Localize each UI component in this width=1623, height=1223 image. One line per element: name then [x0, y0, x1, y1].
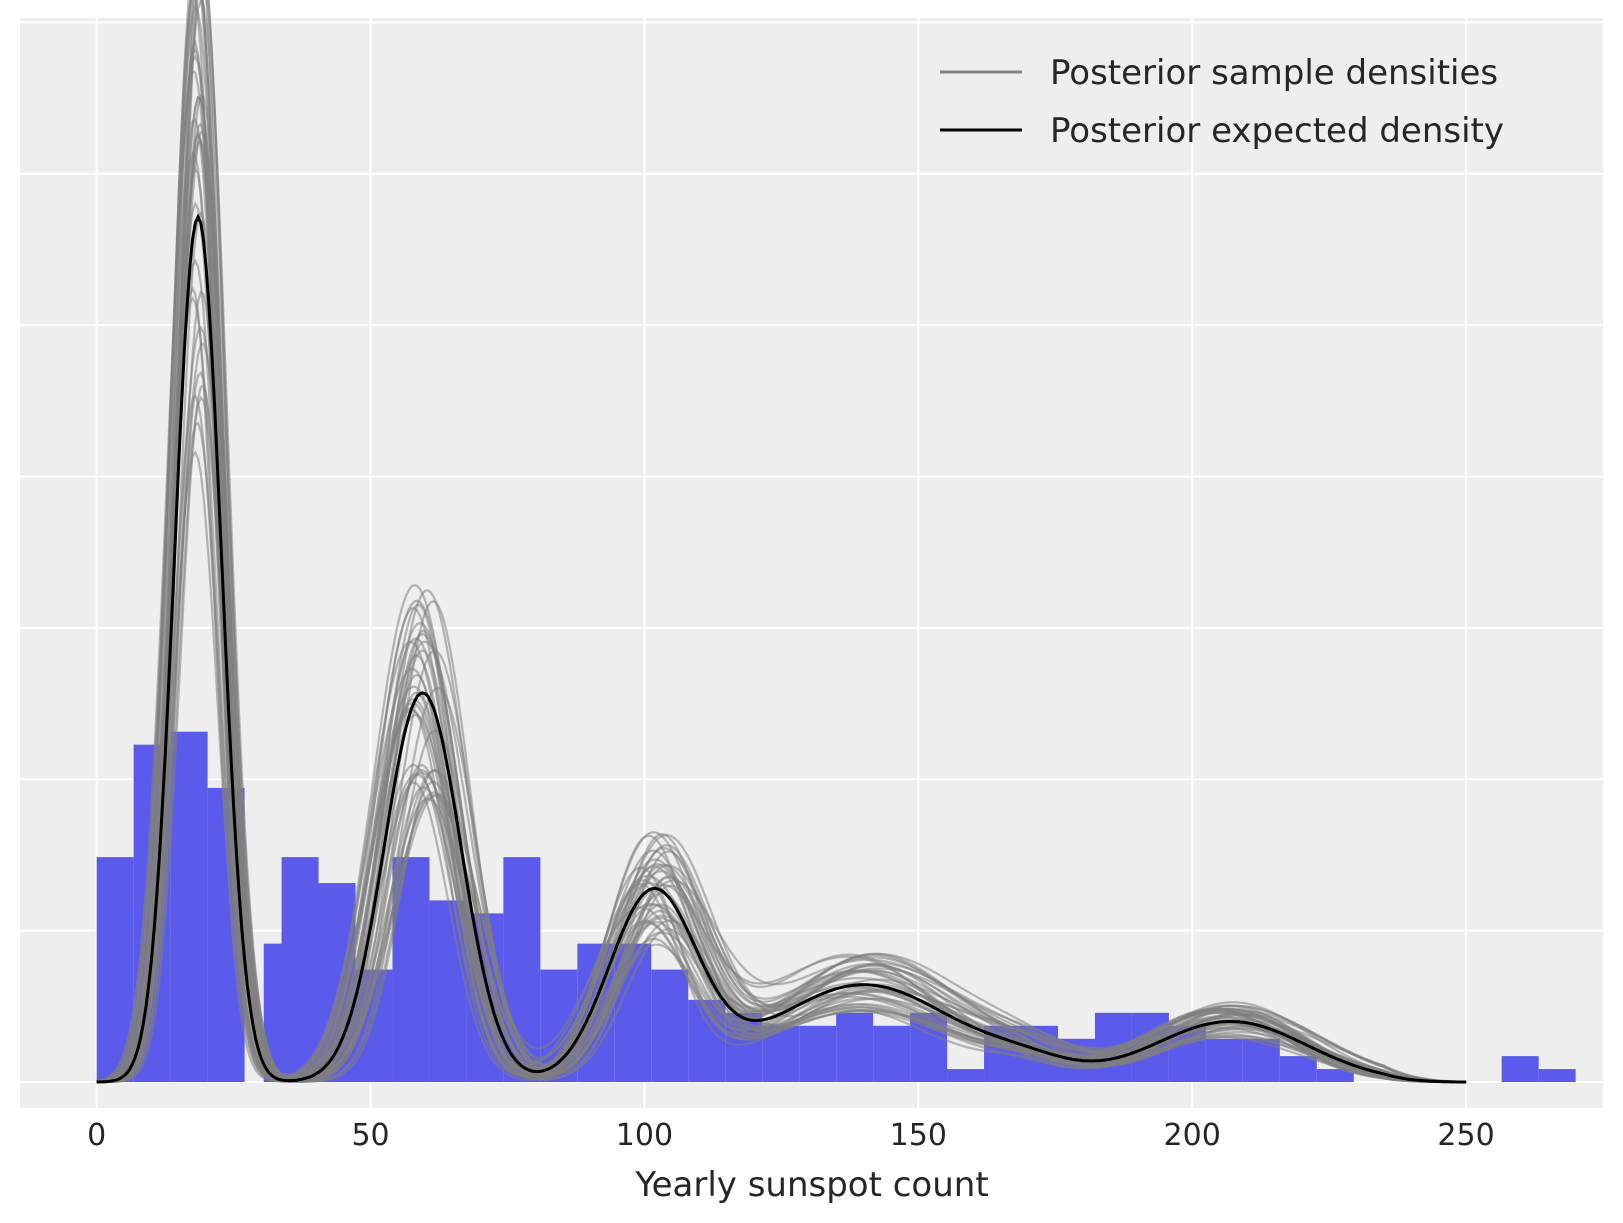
histogram-bar: [1316, 1069, 1354, 1083]
legend: Posterior sample densities Posterior exp…: [940, 53, 1504, 151]
x-tick-label: 250: [1437, 1118, 1494, 1153]
histogram-bar: [1501, 1056, 1539, 1083]
histogram-bar: [651, 969, 689, 1083]
histogram-bar: [1205, 1038, 1243, 1083]
x-tick-label: 0: [87, 1118, 106, 1153]
sample-density-line: [96, 201, 1467, 1084]
histogram-bar: [873, 1025, 911, 1083]
x-tick-label: 100: [616, 1118, 673, 1153]
histogram-bar: [799, 1025, 837, 1083]
sample-density-line: [96, 0, 1467, 1084]
sample-density-line: [96, 130, 1467, 1084]
x-tick-label: 50: [351, 1118, 389, 1153]
histogram-bar: [1279, 1056, 1317, 1083]
x-axis-ticks: 0 50 100 150 200 250: [87, 1118, 1495, 1153]
x-axis-label: Yearly sunspot count: [634, 1165, 988, 1205]
expected-density-path: [96, 213, 1467, 1084]
expected-density-line: [96, 213, 1467, 1084]
sample-density-line: [96, 0, 1467, 1084]
legend-label-samples: Posterior sample densities: [1050, 53, 1498, 93]
histogram-bar: [170, 731, 208, 1083]
histogram-bar: [1242, 1038, 1280, 1083]
x-tick-label: 200: [1164, 1118, 1221, 1153]
histogram-bar: [947, 1069, 985, 1083]
legend-label-expected: Posterior expected density: [1050, 111, 1504, 151]
histogram-bar: [281, 857, 319, 1083]
histogram-bar: [1538, 1069, 1576, 1083]
histogram-bar: [429, 900, 467, 1083]
sample-density-line: [96, 69, 1467, 1084]
histogram-bar: [836, 1012, 874, 1083]
plot-background: [20, 18, 1603, 1108]
x-tick-label: 150: [890, 1118, 947, 1153]
grid: [20, 18, 1603, 1108]
sample-density-line: [96, 95, 1467, 1084]
